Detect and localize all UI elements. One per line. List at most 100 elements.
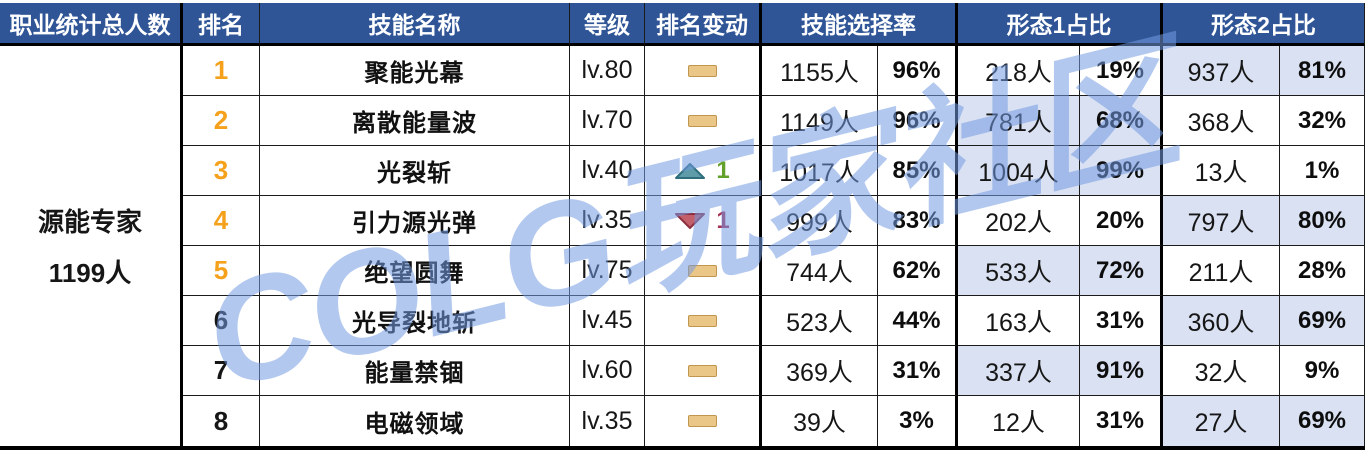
statistics-table: 职业统计总人数 排名 技能名称 等级 排名变动 技能选择率 形态1占比 形态2占… [0,3,1365,450]
selection-percent-cell: 62% [878,246,958,296]
selection-percent-cell: 44% [878,296,958,346]
selection-count-cell: 369人 [762,346,878,396]
header-rank: 排名 [183,3,260,46]
form2-percent-cell: 1% [1280,146,1365,196]
form2-count-cell: 368人 [1163,96,1280,146]
rank-change-cell [645,246,762,296]
rank-cell: 7 [183,346,260,396]
skill-name-cell: 光裂斩 [260,146,570,196]
dash-icon [687,64,717,77]
form1-percent-cell: 19% [1080,46,1163,96]
form1-percent-cell: 31% [1080,296,1163,346]
form1-percent-cell: 68% [1080,96,1163,146]
class-name: 源能专家 [37,207,142,237]
dash-icon [687,364,717,377]
form1-count-cell: 12人 [958,396,1080,446]
form2-count-cell: 32人 [1163,346,1280,396]
rank-change-value: 1 [716,206,730,234]
class-summary-cell: 源能专家 1199人 [0,46,183,446]
selection-percent-cell: 96% [878,46,958,96]
selection-percent-cell: 83% [878,196,958,246]
class-total-count: 1199人 [48,258,132,288]
rank-cell: 6 [183,296,260,346]
rank-change-cell [645,96,762,146]
rank-change-cell: 1 [645,196,762,246]
form2-count-cell: 211人 [1163,246,1280,296]
form2-count-cell: 360人 [1163,296,1280,346]
skill-level-cell: lv.60 [570,346,645,396]
header-class-total: 职业统计总人数 [0,3,183,46]
form2-percent-cell: 81% [1280,46,1365,96]
dash-icon [687,264,717,277]
rank-cell: 3 [183,146,260,196]
rank-change-cell [645,396,762,446]
skill-name-cell: 离散能量波 [260,96,570,146]
header-rank-change: 排名变动 [645,3,762,46]
selection-count-cell: 999人 [762,196,878,246]
selection-count-cell: 1155人 [762,46,878,96]
skill-level-cell: lv.35 [570,196,645,246]
skill-level-cell: lv.70 [570,96,645,146]
header-selection-rate: 技能选择率 [762,3,958,46]
rank-change-cell [645,296,762,346]
form1-count-cell: 163人 [958,296,1080,346]
selection-percent-cell: 31% [878,346,958,396]
form2-count-cell: 937人 [1163,46,1280,96]
form1-percent-cell: 91% [1080,346,1163,396]
form2-count-cell: 27人 [1163,396,1280,446]
selection-count-cell: 744人 [762,246,878,296]
form1-count-cell: 533人 [958,246,1080,296]
form1-count-cell: 202人 [958,196,1080,246]
selection-percent-cell: 85% [878,146,958,196]
form2-count-cell: 797人 [1163,196,1280,246]
rank-up-triangle-icon [675,162,706,179]
dash-icon [687,114,717,127]
rank-change-cell: 1 [645,146,762,196]
selection-count-cell: 39人 [762,396,878,446]
dash-icon [687,415,717,427]
form1-count-cell: 337人 [958,346,1080,396]
skill-name-cell: 绝望圆舞 [260,246,570,296]
selection-count-cell: 1149人 [762,96,878,146]
selection-percent-cell: 96% [878,96,958,146]
rank-cell: 2 [183,96,260,146]
skill-name-cell: 电磁领域 [260,396,570,446]
form1-count-cell: 1004人 [958,146,1080,196]
skill-name-cell: 引力源光弹 [260,196,570,246]
form2-count-cell: 13人 [1163,146,1280,196]
form2-percent-cell: 69% [1280,296,1365,346]
skill-level-cell: lv.45 [570,296,645,346]
rank-cell: 8 [183,396,260,446]
skill-level-cell: lv.75 [570,246,645,296]
header-form2-ratio: 形态2占比 [1163,3,1365,46]
rank-change-value: 1 [716,156,730,184]
rank-cell: 5 [183,246,260,296]
selection-count-cell: 1017人 [762,146,878,196]
skill-level-cell: lv.80 [570,46,645,96]
skill-level-cell: lv.35 [570,396,645,446]
selection-count-cell: 523人 [762,296,878,346]
form2-percent-cell: 80% [1280,196,1365,246]
form2-percent-cell: 9% [1280,346,1365,396]
skill-level-cell: lv.40 [570,146,645,196]
form2-percent-cell: 28% [1280,246,1365,296]
rank-change-cell [645,346,762,396]
selection-percent-cell: 3% [878,396,958,446]
form2-percent-cell: 32% [1280,96,1365,146]
form1-count-cell: 781人 [958,96,1080,146]
header-skill-name: 技能名称 [260,3,570,46]
skill-name-cell: 光导裂地斩 [260,296,570,346]
form1-percent-cell: 99% [1080,146,1163,196]
skill-name-cell: 能量禁锢 [260,346,570,396]
header-form1-ratio: 形态1占比 [958,3,1163,46]
dash-icon [687,314,717,327]
skill-name-cell: 聚能光幕 [260,46,570,96]
header-level: 等级 [570,3,645,46]
form1-percent-cell: 72% [1080,246,1163,296]
form2-percent-cell: 69% [1280,396,1365,446]
rank-cell: 4 [183,196,260,246]
rank-change-cell [645,46,762,96]
form1-percent-cell: 20% [1080,196,1163,246]
rank-down-triangle-icon [675,212,706,229]
